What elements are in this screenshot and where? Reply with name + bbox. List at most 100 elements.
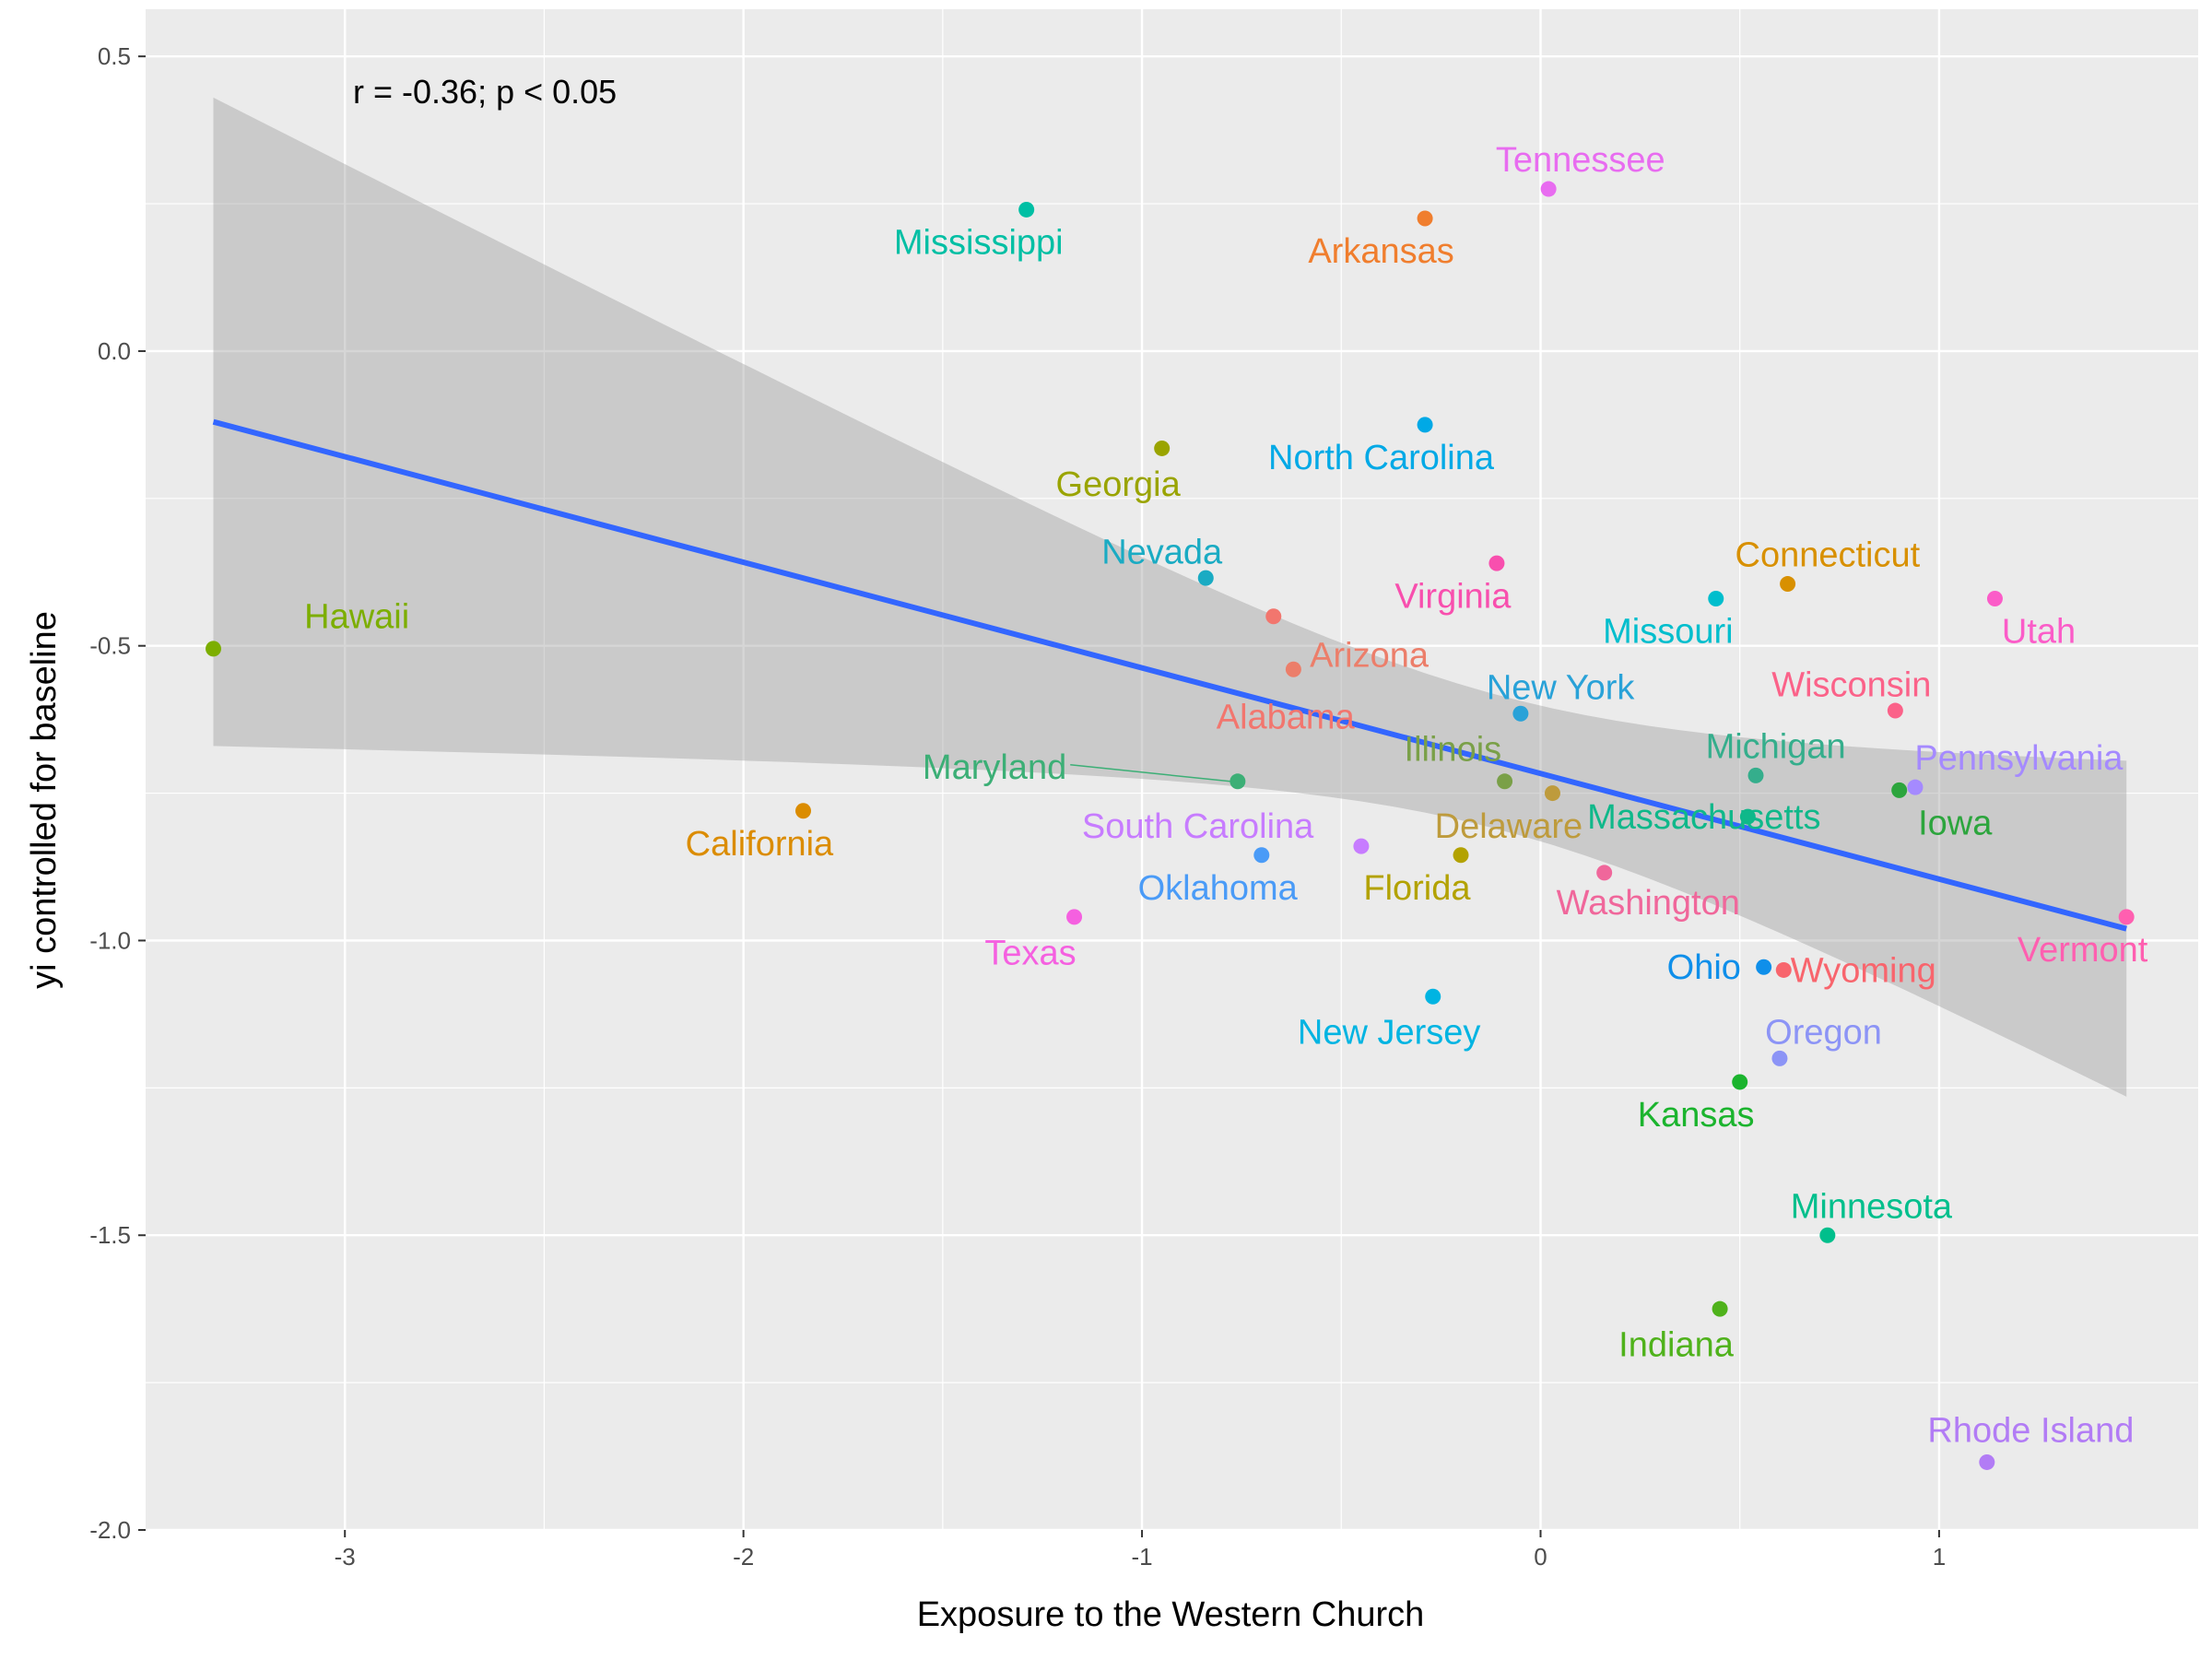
point-labels: Hawaii Mississippi Arkansas Tennessee North …: [304, 141, 2148, 1450]
y-tick-label: 0.5: [98, 42, 131, 70]
label-rhode-island: Rhode Island: [1927, 1411, 2134, 1450]
label-georgia: Georgia: [1056, 465, 1182, 504]
y-tick-label: -2.0: [89, 1516, 131, 1544]
point-tennessee: [1540, 181, 1557, 197]
point-north-carolina: [1417, 417, 1433, 433]
leader-line-maryland: [1070, 764, 1230, 782]
point-texas: [1066, 909, 1083, 925]
label-kansas: Kansas: [1638, 1096, 1755, 1135]
x-tick-label: 0: [1534, 1543, 1547, 1571]
label-illinois: Illinois: [1405, 731, 1502, 770]
label-new-jersey: New Jersey: [1298, 1014, 1481, 1053]
point-wyoming: [1775, 961, 1792, 978]
point-new-york: [1512, 705, 1529, 722]
point-utah: [1986, 591, 2003, 607]
point-vermont: [2118, 909, 2135, 925]
point-florida: [1453, 847, 1469, 864]
label-florida: Florida: [1363, 869, 1471, 908]
label-mississippi: Mississippi: [894, 224, 1064, 263]
point-rhode-island: [1979, 1453, 1995, 1470]
point-pennsylvania: [1907, 779, 1924, 795]
label-minnesota: Minnesota: [1791, 1187, 1953, 1226]
data-points: [206, 181, 2135, 1470]
confidence-band: [213, 97, 2127, 1097]
label-indiana: Indiana: [1618, 1326, 1735, 1365]
label-delaware: Delaware: [1435, 807, 1583, 846]
minor-gridlines: [146, 9, 2198, 1530]
label-leader-lines: [1070, 764, 1230, 782]
point-nevada: [1197, 570, 1214, 586]
x-tick-label: -2: [733, 1543, 754, 1571]
label-oklahoma: Oklahoma: [1138, 869, 1299, 908]
y-tick-label: 0.0: [98, 337, 131, 365]
point-washington: [1596, 865, 1613, 881]
label-california: California: [686, 825, 834, 864]
point-illinois: [1497, 773, 1513, 790]
point-south-carolina: [1353, 838, 1370, 854]
correlation-annotation: r = -0.36; p < 0.05: [353, 73, 617, 111]
point-missouri: [1708, 591, 1724, 607]
trend-line-layer: [212, 418, 2127, 932]
label-virginia: Virginia: [1394, 577, 1512, 616]
point-iowa: [1891, 782, 1908, 798]
point-georgia: [1154, 440, 1171, 456]
point-mississippi: [1018, 201, 1035, 218]
label-pennsylvania: Pennsylvania: [1914, 739, 2124, 778]
label-new-york: New York: [1487, 668, 1636, 707]
point-virginia: [1488, 555, 1505, 571]
point-ohio: [1756, 959, 1772, 975]
label-iowa: Iowa: [1918, 805, 1993, 843]
point-massachusetts: [1739, 808, 1756, 825]
label-tennessee: Tennessee: [1496, 141, 1665, 180]
plot-panel: [146, 9, 2198, 1530]
label-wyoming: Wyoming: [1791, 951, 1936, 990]
label-nevada: Nevada: [1101, 533, 1223, 571]
major-gridlines: [146, 9, 2198, 1532]
label-south-carolina: South Carolina: [1082, 807, 1314, 846]
label-north-carolina: North Carolina: [1268, 439, 1495, 477]
label-alabama: Alabama: [1217, 698, 1356, 736]
x-tick-label: 1: [1933, 1543, 1946, 1571]
point-delaware: [1544, 785, 1560, 802]
point-oregon: [1771, 1050, 1788, 1066]
x-axis-ticks: -3 -2 -1 0 1: [335, 1530, 1946, 1571]
label-missouri: Missouri: [1603, 613, 1733, 652]
point-indiana: [1712, 1300, 1728, 1317]
y-tick-label: -1.5: [89, 1221, 131, 1249]
y-tick-label: -0.5: [89, 632, 131, 660]
point-minnesota: [1819, 1227, 1836, 1243]
y-axis-ticks: -2.0 -1.5 -1.0 -0.5 0.0 0.5: [89, 42, 146, 1544]
point-hawaii: [206, 641, 222, 657]
x-tick-label: -1: [1132, 1543, 1153, 1571]
label-connecticut: Connecticut: [1735, 536, 1921, 575]
x-tick-label: -3: [335, 1543, 356, 1571]
label-hawaii: Hawaii: [304, 598, 409, 637]
label-ohio: Ohio: [1667, 948, 1741, 987]
confidence-band-layer: [213, 97, 2127, 1097]
label-utah: Utah: [2002, 613, 2076, 652]
point-kansas: [1732, 1074, 1748, 1090]
label-maryland: Maryland: [923, 748, 1066, 787]
point-wisconsin: [1887, 702, 1903, 719]
point-arizona: [1285, 661, 1301, 677]
label-arizona: Arizona: [1310, 636, 1430, 675]
point-michigan: [1747, 767, 1764, 783]
trend-line: [212, 418, 2127, 932]
label-wisconsin: Wisconsin: [1771, 665, 1931, 704]
label-washington: Washington: [1557, 884, 1740, 923]
point-oklahoma: [1253, 847, 1270, 864]
point-alabama: [1265, 608, 1282, 625]
y-axis-title: yi controlled for baseline: [25, 611, 64, 989]
label-oregon: Oregon: [1765, 1014, 1882, 1053]
point-connecticut: [1780, 576, 1796, 593]
point-arkansas: [1417, 210, 1433, 227]
point-maryland: [1230, 773, 1246, 790]
point-california: [795, 803, 812, 819]
label-arkansas: Arkansas: [1308, 232, 1453, 271]
label-texas: Texas: [984, 934, 1076, 972]
y-tick-label: -1.0: [89, 926, 131, 954]
label-massachusetts: Massachusetts: [1587, 798, 1820, 837]
point-new-jersey: [1425, 988, 1441, 1005]
label-michigan: Michigan: [1706, 727, 1846, 766]
